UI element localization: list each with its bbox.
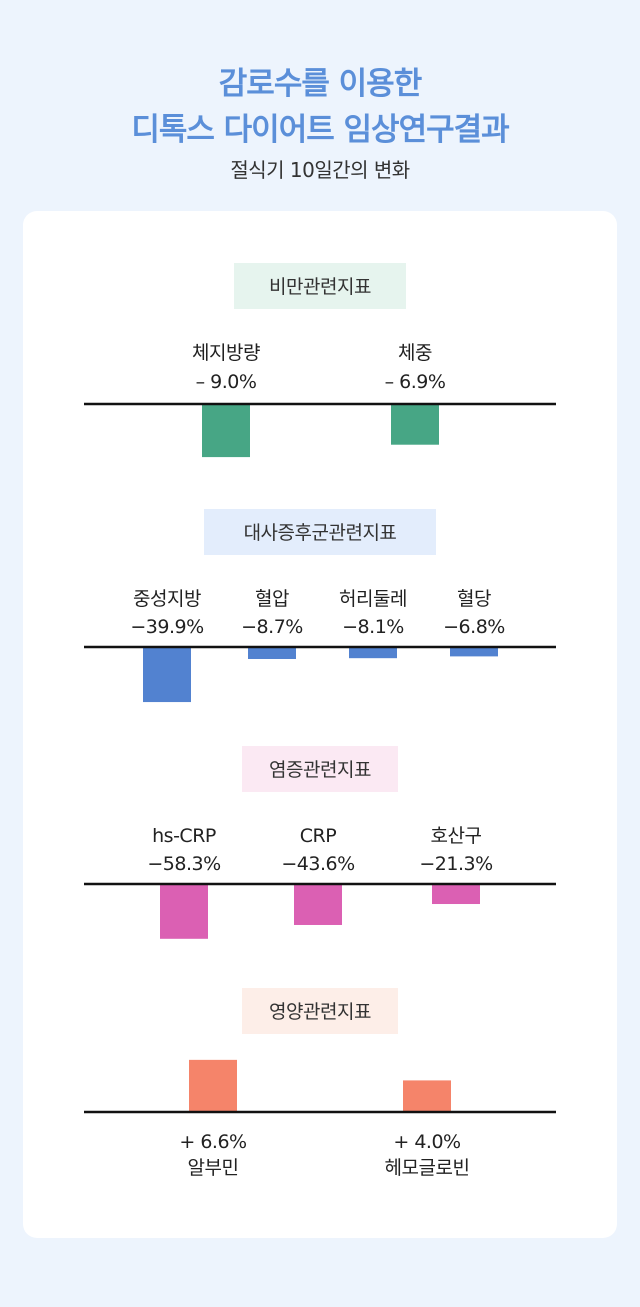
category-label: 중성지방 <box>133 588 201 610</box>
value-label: −43.6% <box>281 853 354 875</box>
bar-1 <box>143 647 191 703</box>
bar-1 <box>202 404 250 458</box>
bar-2 <box>248 647 296 660</box>
value-label: + 6.6% <box>179 1131 246 1153</box>
bar-2 <box>403 1080 451 1112</box>
section-label: 대사증후군관련지표 <box>244 522 397 544</box>
value-label: – 6.9% <box>385 371 446 393</box>
bar-3 <box>349 647 397 659</box>
value-label: −58.3% <box>147 853 220 875</box>
category-label: 호산구 <box>431 825 482 847</box>
bar-1 <box>189 1059 237 1112</box>
bar-1 <box>160 884 208 939</box>
section-label: 비만관련지표 <box>269 276 371 298</box>
value-label: – 9.0% <box>196 371 257 393</box>
bar-4 <box>450 647 498 657</box>
value-label: −8.1% <box>342 616 404 638</box>
section-label: 염증관련지표 <box>269 759 371 781</box>
results-card <box>23 211 617 1238</box>
section-badge <box>234 263 406 309</box>
category-label: 허리둘레 <box>339 588 407 610</box>
category-label: 헤모글로빈 <box>385 1157 470 1179</box>
page-title-line-1: 감로수를 이용한 <box>218 66 422 102</box>
bar-2 <box>294 884 342 925</box>
bar-2 <box>391 404 439 445</box>
section-label: 영양관련지표 <box>269 1001 371 1023</box>
category-label: CRP <box>300 825 336 847</box>
page-title-line-2: 디톡스 다이어트 임상연구결과 <box>131 112 509 148</box>
category-label: hs-CRP <box>152 825 216 847</box>
category-label: 체지방량 <box>192 342 260 364</box>
bar-3 <box>432 884 480 905</box>
category-label: 알부민 <box>188 1157 239 1179</box>
section-badge <box>242 988 398 1034</box>
category-label: 혈압 <box>255 588 289 610</box>
value-label: −39.9% <box>130 616 203 638</box>
category-label: 체중 <box>398 342 432 364</box>
category-label: 혈당 <box>457 588 491 610</box>
section-badge <box>242 746 398 792</box>
value-label: + 4.0% <box>393 1131 460 1153</box>
value-label: −6.8% <box>443 616 505 638</box>
page-subtitle: 절식기 10일간의 변화 <box>230 158 410 182</box>
value-label: −21.3% <box>419 853 492 875</box>
section-badge <box>204 509 436 555</box>
value-label: −8.7% <box>241 616 303 638</box>
